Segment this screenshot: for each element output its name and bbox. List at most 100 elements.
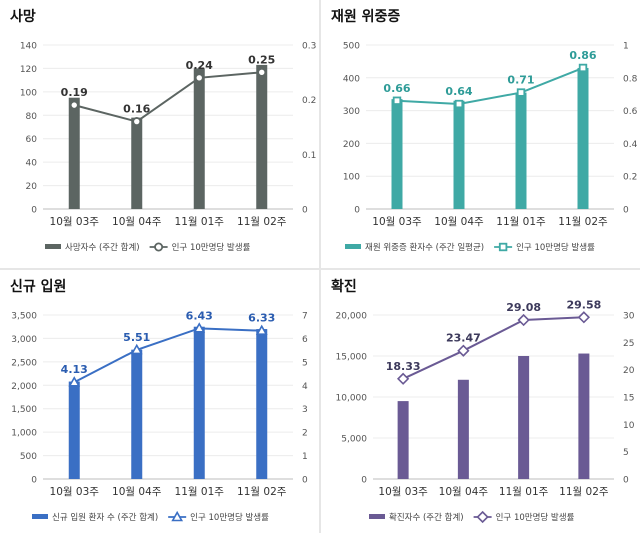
y-left-tick-label: 1,500 xyxy=(11,405,37,415)
y-left-tick-label: 120 xyxy=(20,65,37,75)
legend: 재원 위중증 환자수 (주간 일평균) 인구 10만명당 발생률 xyxy=(345,242,595,253)
rate-point xyxy=(69,100,79,110)
bar xyxy=(131,349,143,479)
y-left-tick-label: 300 xyxy=(343,107,360,117)
bar xyxy=(256,64,268,210)
x-tick-label: 11월 02주 xyxy=(237,216,287,228)
data-label: 0.25 xyxy=(248,53,275,66)
legend-label: 확진자수 (주간 합계) xyxy=(389,512,464,523)
y-right-tick-label: 10 xyxy=(623,421,635,431)
y-left-tick-label: 0 xyxy=(31,206,37,216)
data-label: 29.08 xyxy=(506,301,541,314)
confirmed-cases-chart: 0 5,000 10,000 15,000 20,000 0 5 10 15 20 25 30 18.3… xyxy=(336,298,635,524)
chart-title: 사망 xyxy=(10,9,36,25)
bar xyxy=(193,68,205,209)
y-right-tick-label: 5 xyxy=(623,448,629,458)
y-right-tick-label: 30 xyxy=(623,312,635,322)
x-tick-label: 10월 04주 xyxy=(434,216,484,228)
x-tick-label: 10월 03주 xyxy=(372,216,422,228)
data-label: 0.71 xyxy=(507,74,534,87)
rate-point xyxy=(578,63,588,73)
y-right-tick-label: 5 xyxy=(302,358,308,368)
legend-swatch-bar xyxy=(32,514,48,519)
y-left-tick-label: 40 xyxy=(26,159,38,169)
y-left-tick-label: 2,500 xyxy=(11,358,37,368)
y-right-tick-label: 0 xyxy=(623,476,629,486)
y-right-tick-label: 0.8 xyxy=(623,74,638,84)
rate-markers xyxy=(68,322,268,387)
y-left-tick-label: 100 xyxy=(343,173,360,183)
x-tick-label: 11월 01주 xyxy=(496,216,546,228)
x-tick-label: 11월 01주 xyxy=(175,216,225,228)
rate-point xyxy=(130,343,143,355)
gridlines xyxy=(373,314,614,480)
y-right-tick-label: 7 xyxy=(302,312,308,322)
y-left-tick-label: 0 xyxy=(361,476,367,486)
bar xyxy=(457,379,469,479)
chart-title: 재원 위중증 xyxy=(331,9,401,25)
y-right-tick-label: 0.3 xyxy=(302,42,316,52)
y-left-tick-label: 20 xyxy=(26,182,38,192)
legend-label: 인구 10만명당 발생률 xyxy=(172,242,251,253)
y-right-tick-label: 0.4 xyxy=(623,140,638,150)
legend-marker xyxy=(154,242,164,252)
legend-swatch-bar xyxy=(45,244,61,249)
legend-swatch-bar xyxy=(345,244,361,249)
bar-series xyxy=(68,64,268,210)
y-left-tick-label: 20,000 xyxy=(336,312,368,322)
bar xyxy=(391,99,403,209)
rate-markers xyxy=(69,67,267,127)
gridlines xyxy=(43,44,293,210)
y-left-tick-label: 5,000 xyxy=(341,435,367,445)
rate-line xyxy=(402,316,584,380)
legend-label: 인구 10만명당 발생률 xyxy=(496,512,575,523)
chart-title: 확진 xyxy=(331,279,357,295)
y-right-tick-label: 0 xyxy=(302,206,308,216)
data-label: 6.33 xyxy=(248,312,275,325)
y-right-tick-label: 4 xyxy=(302,382,308,392)
data-label: 0.64 xyxy=(445,85,472,98)
x-tick-label: 11월 01주 xyxy=(175,486,225,498)
bar xyxy=(193,326,205,479)
rate-line xyxy=(396,67,584,106)
y-left-tick-label: 60 xyxy=(26,135,38,145)
critical-patients-chart-panel: 재원 위중증 0 100 200 300 400 500 0 0.2 0.4 0.6 0.8 1 0.6… xyxy=(321,0,640,268)
x-tick-label: 11월 01주 xyxy=(499,486,549,498)
x-tick-label: 10월 03주 xyxy=(50,216,100,228)
rate-point xyxy=(577,311,591,324)
bar xyxy=(68,97,80,209)
y-left-tick-label: 400 xyxy=(343,74,360,84)
y-right-tick-label: 0.2 xyxy=(623,173,637,183)
bar-series xyxy=(68,326,268,479)
x-tick-label: 11월 02주 xyxy=(237,486,287,498)
confirmed-cases-chart-panel: 확진 0 5,000 10,000 15,000 20,000 0 5 10 15 20 25 30 1… xyxy=(321,270,640,533)
y-right-tick-label: 3 xyxy=(302,405,308,415)
data-label: 5.51 xyxy=(123,331,150,344)
legend-swatch-bar xyxy=(369,514,385,519)
rate-point xyxy=(457,344,470,357)
y-left-tick-label: 2,000 xyxy=(11,382,37,392)
rate-point xyxy=(517,313,530,327)
bar xyxy=(256,329,268,479)
rate-point xyxy=(454,99,464,109)
bar xyxy=(577,67,589,210)
y-right-tick-label: 0.2 xyxy=(302,96,316,106)
legend: 확진자수 (주간 합계) 인구 10만명당 발생률 xyxy=(369,510,575,524)
data-label: 0.86 xyxy=(569,49,596,62)
rate-point xyxy=(194,73,204,83)
y-left-tick-label: 1,000 xyxy=(11,429,37,439)
y-right-tick-label: 20 xyxy=(623,366,635,376)
legend: 사망자수 (주간 합계) 인구 10만명당 발생률 xyxy=(45,242,251,253)
legend-label: 인구 10만명당 발생률 xyxy=(190,512,269,523)
data-label: 18.33 xyxy=(386,360,421,373)
y-right-tick-label: 15 xyxy=(623,394,634,404)
bar-series xyxy=(397,353,590,479)
rate-point xyxy=(516,88,526,97)
y-right-tick-label: 0 xyxy=(623,206,629,216)
legend-marker xyxy=(476,510,489,524)
x-tick-label: 11월 02주 xyxy=(558,216,608,228)
y-right-tick-label: 1 xyxy=(302,452,308,462)
vertical-divider xyxy=(319,0,321,533)
critical-patients-chart: 0 100 200 300 400 500 0 0.2 0.4 0.6 0.8 1 0.66 0.64 0.… xyxy=(343,42,638,254)
bar xyxy=(578,353,590,479)
